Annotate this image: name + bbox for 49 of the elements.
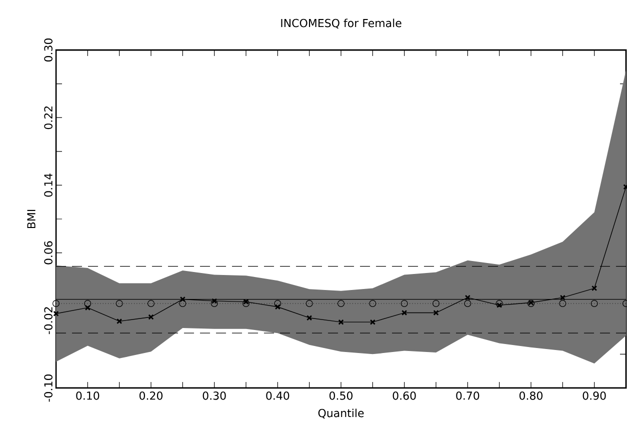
point bbox=[464, 294, 470, 300]
y-tick-label: 0.30 bbox=[44, 38, 52, 62]
y-axis-title: BMI bbox=[27, 210, 36, 228]
x-tick-label: 0.60 bbox=[392, 392, 416, 400]
point bbox=[338, 319, 344, 325]
point bbox=[433, 310, 439, 316]
point bbox=[148, 300, 155, 307]
point bbox=[338, 300, 344, 307]
x-tick-label: 0.70 bbox=[456, 392, 480, 400]
point bbox=[242, 300, 250, 307]
point bbox=[592, 285, 598, 292]
point bbox=[402, 310, 408, 316]
point bbox=[116, 300, 123, 307]
y-tick-label: 0.14 bbox=[44, 174, 52, 197]
x-tick-label: 0.90 bbox=[582, 392, 606, 400]
point bbox=[400, 300, 408, 307]
x-tick-label: 0.80 bbox=[519, 392, 542, 400]
point bbox=[179, 300, 186, 307]
point bbox=[560, 294, 566, 300]
point bbox=[496, 302, 502, 308]
chart-title: INCOMESQ for Female bbox=[281, 18, 402, 28]
point bbox=[84, 300, 92, 307]
y-tick-label: -0.10 bbox=[44, 374, 52, 402]
y-tick-label: -0.02 bbox=[44, 307, 52, 334]
x-tick-label: 0.50 bbox=[329, 392, 352, 400]
point bbox=[496, 300, 503, 307]
x-axis-title: Quantile bbox=[318, 408, 364, 418]
point bbox=[559, 300, 566, 307]
point bbox=[306, 315, 312, 321]
y-tick-label: 0.06 bbox=[44, 241, 52, 264]
point bbox=[116, 318, 122, 324]
point bbox=[274, 300, 282, 307]
x-tick-label: 0.40 bbox=[266, 392, 290, 400]
point bbox=[590, 300, 598, 307]
x-tick-label: 0.30 bbox=[202, 392, 226, 400]
x-tick-label: 0.10 bbox=[76, 392, 100, 400]
point bbox=[84, 304, 90, 311]
point bbox=[370, 319, 376, 325]
point bbox=[274, 304, 280, 310]
point bbox=[369, 300, 376, 307]
point bbox=[464, 300, 472, 307]
point bbox=[148, 314, 154, 320]
point bbox=[210, 300, 218, 307]
point bbox=[432, 300, 440, 307]
point bbox=[212, 298, 218, 304]
y-tick-label: 0.22 bbox=[44, 106, 52, 130]
x-tick-label: 0.20 bbox=[139, 392, 163, 400]
point bbox=[52, 300, 60, 307]
point bbox=[306, 300, 313, 307]
